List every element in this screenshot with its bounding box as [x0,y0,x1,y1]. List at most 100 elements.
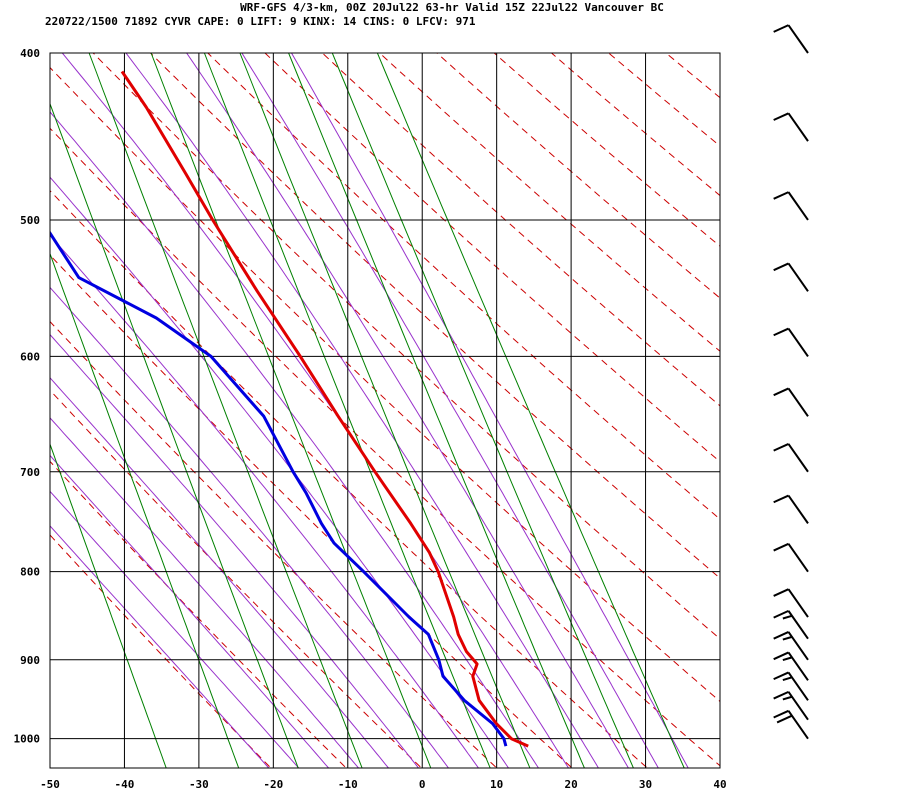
wind-barb [773,262,809,292]
x-tick-label: 40 [713,778,726,791]
wind-barb [773,709,809,740]
wind-barb-staff [787,494,809,524]
wind-barb [773,671,809,701]
dry-adiabat [50,189,649,768]
y-tick-label: 1000 [14,733,41,746]
wind-barb-staff [787,443,809,473]
dry-adiabat [436,53,720,299]
x-tick-label: 10 [490,778,503,791]
moist-adiabat [50,111,540,768]
wind-barb-feather [773,191,789,200]
wind-barb-feather [776,714,793,724]
y-tick-label: 600 [20,350,40,363]
moist-adiabat [50,417,360,768]
mixing-ratio-line [376,53,685,768]
chart-title: WRF-GFS 4/3-km, 00Z 20Jul22 63-hr Valid … [240,1,664,14]
moist-adiabat [185,53,629,768]
wind-barb [773,442,809,473]
mixing-ratio-line [331,53,634,768]
wind-barb-feather [782,676,793,681]
y-tick-label: 800 [20,566,40,579]
x-tick-label: 0 [419,778,426,791]
dry-adiabat [149,53,720,579]
x-tick-label: -50 [40,778,60,791]
wind-barb-staff [787,387,809,417]
wind-barb [773,387,809,417]
wind-barb [773,112,809,142]
dry-adiabat [50,254,573,768]
dry-adiabat [50,127,720,767]
wind-barb-feather [773,651,789,661]
moist-adiabat [50,454,330,768]
wind-barb [773,631,809,661]
axes: 400 500 600 700 800 900 1000 -50 -40 -30 -20 -10 0 10… [14,47,727,791]
dry-adiabat [92,53,720,640]
wind-barb [773,651,809,681]
wind-barb-feather [782,656,793,662]
moist-adiabat [50,490,300,768]
dry-adiabat [50,389,423,768]
mixing-ratio-line [50,102,299,768]
wind-barb-staff [787,588,809,618]
grid [50,52,720,768]
wind-barb-staff [787,112,809,142]
wind-barb [773,494,809,524]
dry-adiabat [677,15,900,776]
mixing-ratio-line [150,53,432,768]
plot-border [49,52,721,769]
wind-barb-feather [773,609,789,619]
wind-barb-feather [773,442,789,452]
wind-barb-feather [773,494,789,504]
x-tick-label: -40 [115,778,135,791]
wind-barb [773,24,809,54]
dry-adiabat [50,460,347,768]
dry-adiabat [665,53,720,99]
series-layer [50,70,529,748]
mixing-ratio-line [88,53,363,768]
moist-adiabat [50,286,450,768]
y-tick-label: 500 [20,214,40,227]
dry-adiabat [50,534,272,768]
wind-barb [773,609,809,640]
wind-barb-feather [782,635,793,641]
moist-adiabat [50,234,480,768]
moist-adiabat [241,53,659,768]
wind-barb [773,191,809,221]
dry-adiabat [321,53,720,407]
wind-barb-feather [773,631,789,640]
dry-adiabat [790,15,900,776]
wind-barb-feather [773,327,789,337]
x-tick-label: -10 [338,778,358,791]
wind-barb-staff [787,327,809,357]
wind-barbs [773,24,809,740]
dry-adiabat [493,53,720,247]
dry-adiabat [733,15,900,776]
wind-barb-feather [782,614,793,620]
x-tick-label: -30 [189,778,209,791]
wind-barb [773,327,809,357]
wind-barb-feather [773,690,789,700]
moist-adiabat [50,377,390,768]
wind-barb-feather [773,387,789,397]
wind-barb-staff [787,191,809,221]
dry-adiabat [50,66,720,703]
moist-adiabat [50,176,510,768]
moist-adiabat [290,53,689,768]
wind-barb-feather [773,24,789,33]
wind-barb-feather [773,671,789,681]
y-tick-label: 700 [20,466,40,479]
wind-barb-feather [773,709,789,719]
wind-barb [773,542,809,573]
wind-barb-staff [787,543,809,573]
mixing-ratio-line [203,53,491,768]
dewpoint-line [50,230,508,747]
thermo-background-lines [50,15,900,776]
chart-subtitle-indices: 220722/1500 71892 CYVR CAPE: 0 LIFT: 9 K… [45,15,476,28]
wind-barb-feather [773,112,789,121]
wind-barb-feather [773,588,789,597]
x-tick-label: -20 [263,778,283,791]
wind-barb [773,588,809,618]
wind-barb-staff [787,262,809,292]
wind-barb-feather [773,542,789,552]
